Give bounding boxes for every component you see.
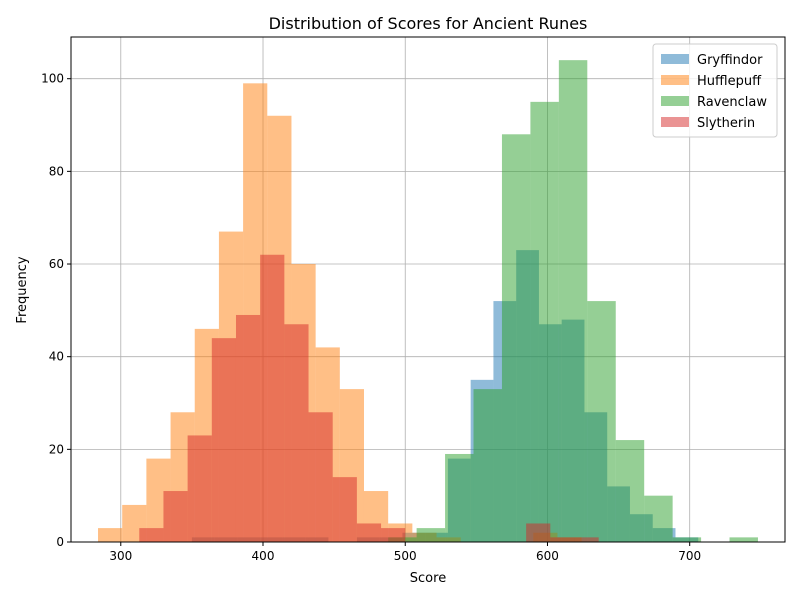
histogram-bar bbox=[416, 528, 446, 542]
chart-title: Distribution of Scores for Ancient Runes bbox=[269, 14, 588, 33]
y-tick-label: 100 bbox=[41, 72, 64, 86]
histogram-bar bbox=[284, 324, 309, 542]
histogram-bar bbox=[558, 60, 588, 543]
histogram-bar bbox=[615, 440, 645, 542]
histogram-bar bbox=[473, 389, 502, 542]
histogram-bar bbox=[526, 523, 551, 542]
histogram-bar bbox=[332, 477, 357, 542]
x-tick-label: 700 bbox=[678, 549, 701, 563]
histogram-bar bbox=[644, 495, 673, 542]
legend-label: Slytherin bbox=[697, 116, 755, 131]
y-tick-label: 0 bbox=[56, 535, 64, 549]
plot-frame bbox=[70, 36, 786, 543]
histogram-bar bbox=[235, 314, 261, 542]
histogram-bar bbox=[211, 338, 236, 542]
histogram-bar bbox=[729, 537, 758, 542]
y-tick-label: 40 bbox=[49, 350, 64, 364]
x-tick-label: 400 bbox=[252, 549, 275, 563]
histogram-bar bbox=[530, 101, 559, 542]
legend-label: Hufflepuff bbox=[697, 74, 762, 89]
histogram-bar bbox=[574, 537, 599, 542]
x-axis-ticks: 300 400 500 600 700 bbox=[109, 542, 701, 563]
histogram-bar bbox=[587, 301, 616, 542]
series-slytherin bbox=[139, 254, 599, 542]
histogram-bar bbox=[308, 412, 333, 542]
legend-swatch bbox=[661, 54, 689, 64]
y-axis-ticks: 0 20 40 60 80 100 bbox=[41, 72, 71, 549]
histogram-bar bbox=[445, 453, 474, 542]
legend-box bbox=[652, 43, 778, 138]
histogram-bar bbox=[98, 528, 123, 542]
y-tick-label: 60 bbox=[49, 257, 64, 271]
legend-label: Ravenclaw bbox=[697, 95, 767, 110]
histogram-bar bbox=[356, 523, 382, 542]
histogram-bar bbox=[139, 528, 164, 542]
series-ravenclaw bbox=[388, 60, 758, 543]
histogram-bar bbox=[672, 537, 702, 542]
histogram-bar bbox=[501, 134, 531, 542]
histogram-bar bbox=[550, 537, 575, 542]
legend-label: Gryffindor bbox=[697, 53, 763, 68]
y-axis-label: Frequency bbox=[15, 256, 30, 323]
histogram-bar bbox=[187, 435, 212, 542]
histogram-bar bbox=[260, 254, 285, 542]
histogram-bar bbox=[163, 491, 188, 542]
histogram-bars bbox=[98, 60, 758, 543]
legend-swatch bbox=[661, 117, 689, 127]
x-tick-label: 500 bbox=[394, 549, 417, 563]
x-axis-label: Score bbox=[410, 571, 446, 586]
y-tick-label: 80 bbox=[49, 164, 64, 178]
histogram-bar bbox=[381, 528, 406, 542]
legend-swatch bbox=[661, 75, 689, 85]
legend: Gryffindor Hufflepuff Ravenclaw Slytherin bbox=[652, 43, 778, 138]
x-tick-label: 600 bbox=[536, 549, 559, 563]
y-tick-label: 20 bbox=[49, 442, 64, 456]
x-tick-label: 300 bbox=[109, 549, 132, 563]
legend-swatch bbox=[661, 96, 689, 106]
